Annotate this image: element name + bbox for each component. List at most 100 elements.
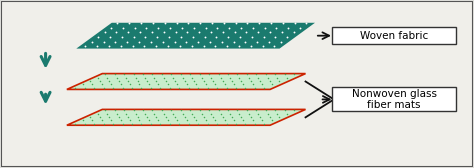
Point [204,86,211,89]
Point [141,76,149,79]
Point [109,86,117,89]
Point [268,83,275,86]
Point [245,76,253,79]
Point [281,73,289,76]
Point [161,22,168,24]
Point [101,109,109,112]
Point [259,83,266,86]
Point [242,122,249,125]
Point [291,22,299,24]
Point [117,119,124,122]
Point [130,36,137,38]
Point [273,26,280,29]
Point [211,119,219,122]
Point [166,26,174,29]
Point [176,45,184,48]
Point [185,122,192,125]
Point [137,22,145,24]
Point [164,45,172,48]
Point [259,119,266,122]
Point [303,22,310,24]
Point [124,40,131,43]
Point [237,26,245,29]
Point [82,45,89,48]
Point [205,73,213,76]
Point [183,31,191,34]
Point [223,86,230,89]
Point [284,26,292,29]
Point [91,122,98,125]
Point [255,76,262,79]
Point [224,73,232,76]
Point [183,83,191,86]
Point [186,73,194,76]
Text: Woven fabric: Woven fabric [360,31,428,41]
Point [111,109,118,112]
Point [219,31,227,34]
Point [86,116,94,118]
Point [237,116,245,118]
Point [234,109,241,112]
Point [122,112,130,115]
Point [235,45,243,48]
Point [103,112,111,115]
Point [139,73,147,76]
Point [215,109,222,112]
Point [290,31,298,34]
Point [195,31,203,34]
Point [272,109,279,112]
Point [94,36,102,38]
Point [201,36,209,38]
Point [147,86,155,89]
Point [194,122,202,125]
Point [111,73,118,76]
Point [223,45,231,48]
Point [160,112,168,115]
Point [223,122,230,125]
Point [151,76,158,79]
Polygon shape [67,109,306,125]
Point [236,76,243,79]
Point [237,80,245,82]
Point [198,76,205,79]
Point [81,122,89,125]
Point [164,119,172,122]
Point [266,116,273,118]
Point [255,22,263,24]
Point [283,76,291,79]
Point [126,22,133,24]
Point [224,109,232,112]
Point [143,26,150,29]
Point [94,112,101,115]
Point [155,83,162,86]
Polygon shape [67,74,306,89]
Point [158,109,166,112]
Point [122,76,130,79]
Point [107,83,115,86]
Point [189,112,196,115]
Point [125,31,132,34]
Point [231,31,238,34]
Point [172,116,179,118]
Point [291,73,298,76]
Point [279,22,287,24]
Point [177,73,184,76]
Point [275,116,283,118]
Point [211,83,219,86]
Point [109,122,117,125]
Point [236,112,243,115]
Point [113,31,120,34]
Point [202,26,210,29]
FancyBboxPatch shape [332,27,456,44]
Point [217,112,224,115]
Point [188,45,196,48]
Point [101,31,109,34]
Point [124,116,132,118]
Point [234,73,241,76]
Point [262,73,270,76]
Point [200,116,208,118]
Point [118,36,126,38]
Point [255,31,262,34]
Point [105,116,113,118]
Point [145,83,153,86]
